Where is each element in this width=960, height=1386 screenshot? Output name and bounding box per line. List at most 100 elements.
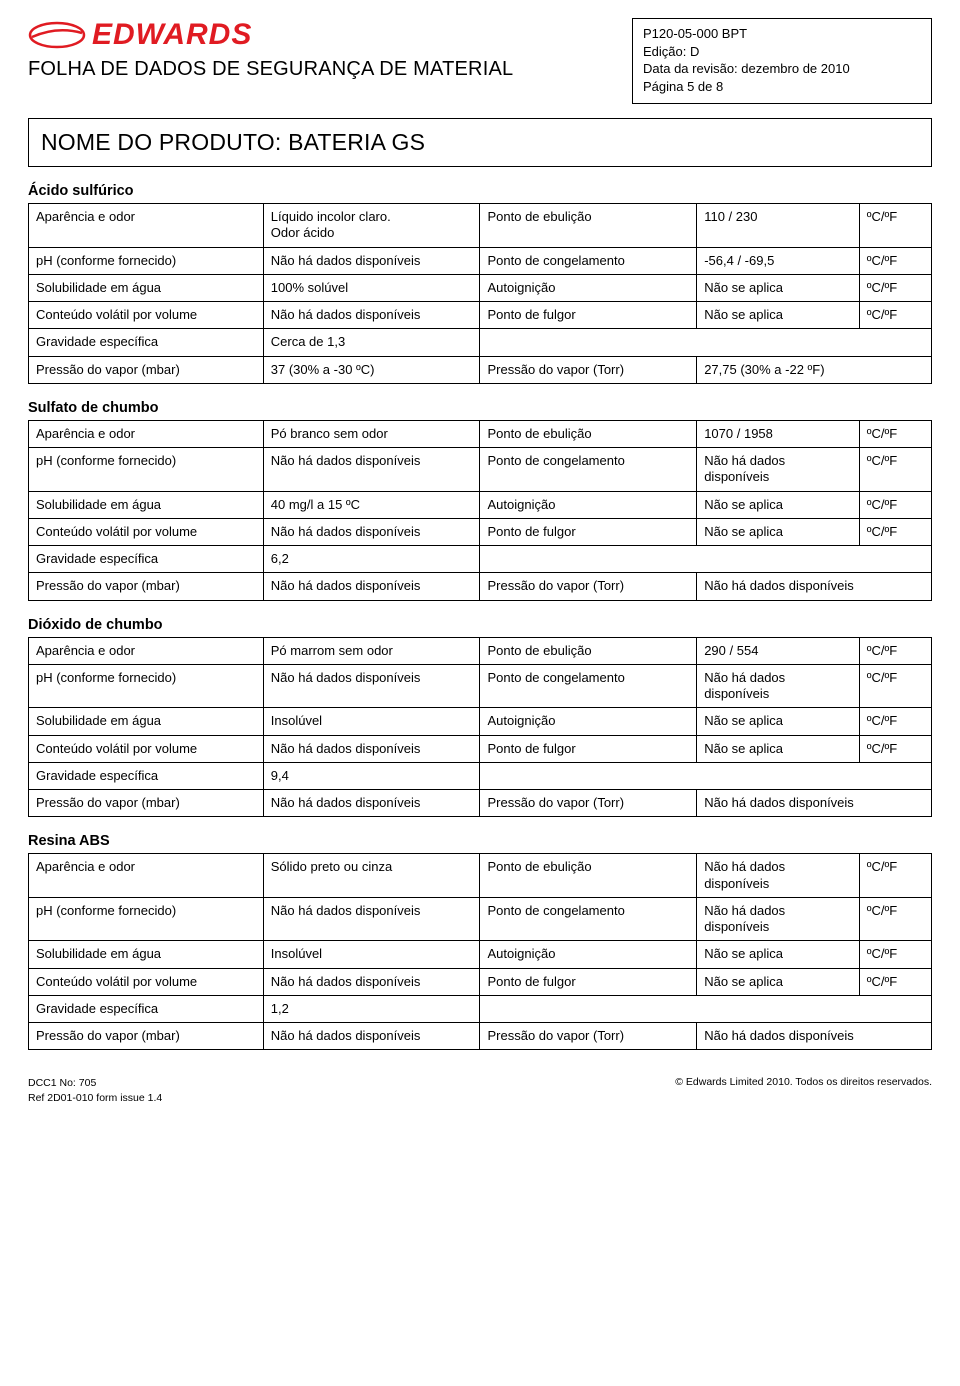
cell: Conteúdo volátil por volume [29,968,264,995]
cell: 40 mg/l a 15 ºC [263,491,480,518]
cell: Não há dados disponíveis [697,1023,932,1050]
cell: 100% solúvel [263,274,480,301]
cell: Não há dados disponíveis [263,518,480,545]
table-row: Aparência e odorPó marrom sem odorPonto … [29,637,932,664]
cell: Não há dados disponíveis [263,247,480,274]
cell: Pressão do vapor (mbar) [29,356,264,383]
cell: Pressão do vapor (mbar) [29,1023,264,1050]
table-row: Aparência e odorLíquido incolor claro.Od… [29,204,932,248]
cell: Solubilidade em água [29,941,264,968]
cell: 27,75 (30% a -22 ºF) [697,356,932,383]
cell: Não há dados disponíveis [263,664,480,708]
cell: Não há dados disponíveis [697,664,860,708]
table-row: Solubilidade em águaInsolúvelAutoignição… [29,708,932,735]
sheet-title: FOLHA DE DADOS DE SEGURANÇA DE MATERIAL [28,58,632,81]
cell: Não se aplica [697,274,860,301]
cell: pH (conforme fornecido) [29,448,264,492]
cell: Pó branco sem odor [263,420,480,447]
logo-text: EDWARDS [92,18,252,52]
cell: ºC/ºF [859,491,931,518]
page: EDWARDS FOLHA DE DADOS DE SEGURANÇA DE M… [0,0,960,1117]
cell: Não se aplica [697,941,860,968]
cell: Aparência e odor [29,204,264,248]
cell: ºC/ºF [859,247,931,274]
table-row: Gravidade específica1,2 [29,995,932,1022]
cell: ºC/ºF [859,302,931,329]
cell: 1070 / 1958 [697,420,860,447]
table-row: pH (conforme fornecido) Não há dados disp… [29,448,932,492]
cell: Insolúvel [263,941,480,968]
cell: pH (conforme fornecido) [29,897,264,941]
cell: -56,4 / -69,5 [697,247,860,274]
header: EDWARDS FOLHA DE DADOS DE SEGURANÇA DE M… [28,18,932,104]
table-row: Conteúdo volátil por volumeNão há dados … [29,302,932,329]
cell: Não se aplica [697,708,860,735]
doc-edition: Edição: D [643,43,921,61]
sections-container: Ácido sulfúricoAparência e odorLíquido i… [28,183,932,1050]
table-row: Aparência e odorPó branco sem odorPonto … [29,420,932,447]
cell: Ponto de ebulição [480,420,697,447]
cell: Autoignição [480,491,697,518]
cell: Ponto de congelamento [480,897,697,941]
cell: ºC/ºF [859,274,931,301]
logo: EDWARDS [28,18,632,52]
cell: 290 / 554 [697,637,860,664]
table-row: pH (conforme fornecido)Não há dados disp… [29,897,932,941]
cell: ºC/ºF [859,854,931,898]
product-name: BATERIA GS [288,129,425,155]
cell: Não se aplica [697,518,860,545]
footer-dcc: DCC1 No: 705 [28,1076,162,1090]
cell: Ponto de ebulição [480,637,697,664]
cell: Ponto de fulgor [480,968,697,995]
cell: Gravidade específica [29,762,264,789]
cell: ºC/ºF [859,708,931,735]
cell: 6,2 [263,546,480,573]
properties-table: Aparência e odorPó marrom sem odorPonto … [28,637,932,818]
footer-ref: Ref 2D01-010 form issue 1.4 [28,1091,162,1105]
cell: Não há dados disponíveis [263,302,480,329]
cell: Pressão do vapor (Torr) [480,573,697,600]
table-row: Conteúdo volátil por volumeNão há dados … [29,518,932,545]
cell: ºC/ºF [859,735,931,762]
section-title: Resina ABS [28,833,932,849]
cell: ºC/ºF [859,204,931,248]
cell: Sólido preto ou cinza [263,854,480,898]
cell: Ponto de fulgor [480,518,697,545]
cell: Conteúdo volátil por volume [29,302,264,329]
cell: 110 / 230 [697,204,860,248]
cell: pH (conforme fornecido) [29,247,264,274]
table-row: Conteúdo volátil por volumeNão há dados … [29,968,932,995]
cell: Não há dados disponíveis [263,573,480,600]
cell: Não há dados disponíveis [697,448,860,492]
table-row: Pressão do vapor (mbar)Não há dados disp… [29,573,932,600]
cell: Solubilidade em água [29,274,264,301]
cell: Não há dados disponíveis [263,790,480,817]
table-row: Solubilidade em água40 mg/l a 15 ºCAutoi… [29,491,932,518]
cell: Aparência e odor [29,420,264,447]
cell: Não se aplica [697,968,860,995]
table-row: Conteúdo volátil por volumeNão há dados … [29,735,932,762]
cell: Insolúvel [263,708,480,735]
cell: pH (conforme fornecido) [29,664,264,708]
cell: Não há dados disponíveis [697,790,932,817]
cell: 37 (30% a -30 ºC) [263,356,480,383]
cell: Conteúdo volátil por volume [29,518,264,545]
cell: Ponto de ebulição [480,854,697,898]
cell: Não há dados disponíveis [263,897,480,941]
properties-table: Aparência e odorLíquido incolor claro.Od… [28,203,932,384]
cell: Não há dados disponíveis [697,573,932,600]
cell: Pressão do vapor (Torr) [480,1023,697,1050]
cell: Pressão do vapor (mbar) [29,790,264,817]
cell: Ponto de congelamento [480,664,697,708]
table-row: Gravidade específica6,2 [29,546,932,573]
cell: Autoignição [480,941,697,968]
cell: ºC/ºF [859,637,931,664]
cell: Não há dados disponíveis [263,968,480,995]
cell [480,546,932,573]
cell: Ponto de fulgor [480,735,697,762]
cell: Ponto de ebulição [480,204,697,248]
cell: Não se aplica [697,491,860,518]
cell: ºC/ºF [859,968,931,995]
cell: Pó marrom sem odor [263,637,480,664]
doc-info-box: P120-05-000 BPT Edição: D Data da revisã… [632,18,932,104]
